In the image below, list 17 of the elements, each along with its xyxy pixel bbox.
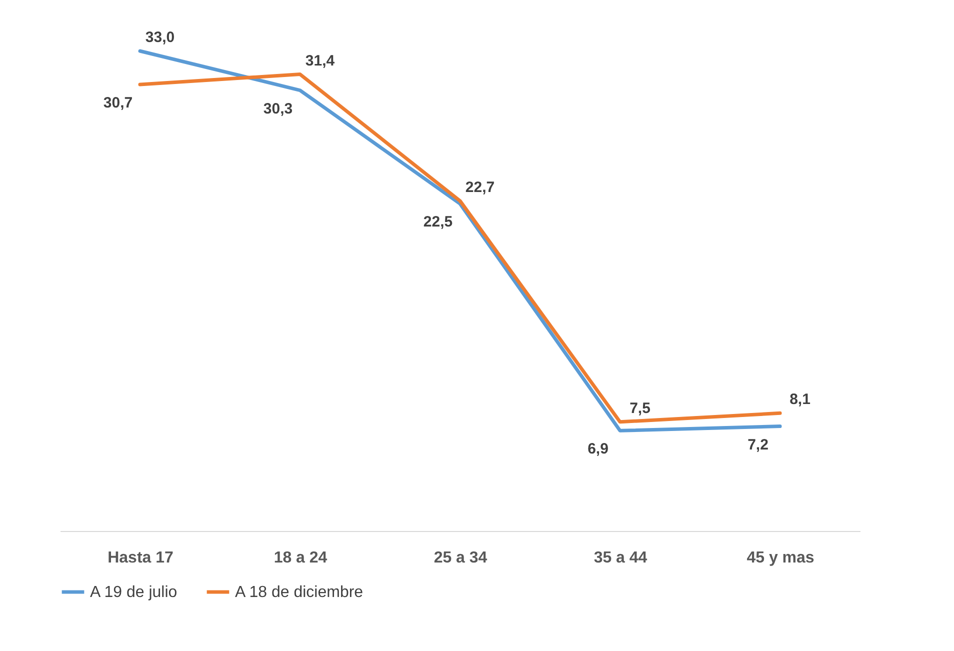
legend-label: A 19 de julio — [90, 584, 178, 601]
x-tick-label: 25 a 34 — [434, 550, 488, 566]
data-label: 7,5 — [630, 400, 650, 417]
x-tick-label: 35 a 44 — [594, 550, 648, 566]
legend-label: A 18 de diciembre — [235, 584, 364, 601]
data-label: 7,2 — [748, 436, 768, 454]
data-label: 30,7 — [103, 94, 133, 112]
data-label: 30,3 — [263, 100, 293, 118]
data-label: 31,4 — [305, 52, 336, 70]
data-label: 22,7 — [465, 178, 495, 196]
data-label: 6,9 — [588, 440, 608, 458]
x-tick-label: Hasta 17 — [108, 550, 174, 566]
data-label: 22,5 — [423, 214, 453, 231]
data-label: 33,0 — [145, 29, 175, 46]
x-tick-label: 18 a 24 — [274, 550, 328, 566]
data-label: 8,1 — [790, 391, 810, 408]
x-tick-label: 45 y mas — [746, 550, 814, 566]
